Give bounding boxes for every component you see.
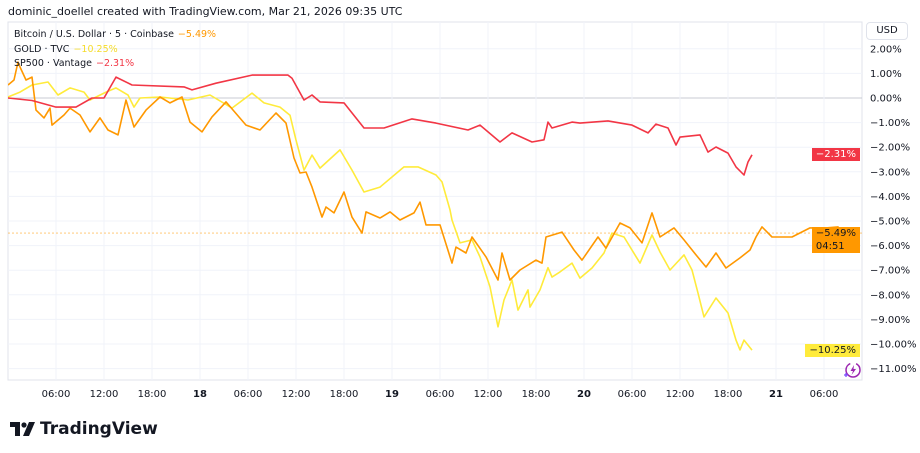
x-tick-label: 12:00 [474,389,503,400]
legend-item-gold[interactable]: GOLD · TVC −10.25% [14,43,216,58]
bitcoin-last-value-label: −5.49% 04:51 [811,226,860,253]
series-lines [8,61,857,351]
x-tick-label: 12:00 [90,389,119,400]
y-tick-label: 0.00% [870,94,902,105]
time-axis[interactable]: 06:00 12:00 18:00 18 06:00 12:00 18:00 19 06:00 1… [42,389,839,400]
legend: Bitcoin / U.S. Dollar · 5 · Coinbase −5.4… [14,28,216,72]
y-tick-label: −6.00% [870,241,910,252]
chart-header: dominic_doellel created with TradingView… [8,5,403,18]
y-tick-label: −3.00% [870,167,910,178]
y-tick-label: −8.00% [870,290,910,301]
tradingview-logo-icon [10,422,35,436]
bar-countdown: 04:51 [815,240,845,252]
x-tick-label: 18:00 [330,389,359,400]
y-tick-label: −9.00% [870,315,910,326]
x-tick-label: 18:00 [138,389,167,400]
legend-series-name: GOLD · TVC [14,43,70,55]
sp500-last-value-label: −2.31% [811,148,860,162]
y-tick-label: −7.00% [870,266,910,277]
x-tick-label: 06:00 [426,389,455,400]
x-tick-label: 21 [769,389,783,400]
y-tick-label: 2.00% [870,44,902,55]
x-tick-label: 12:00 [282,389,311,400]
plot-frame [7,21,863,381]
tradingview-logo[interactable]: TradingView [10,419,158,439]
x-tick-label: 12:00 [666,389,695,400]
x-tick-label: 18:00 [714,389,743,400]
legend-series-name: Bitcoin / U.S. Dollar · 5 · Coinbase [14,29,174,40]
legend-series-value: −10.25% [73,43,118,55]
currency-button[interactable]: USD [866,22,908,40]
legend-series-value: −2.31% [95,58,135,69]
x-tick-label: 06:00 [810,389,839,400]
bitcoin-last-value: −5.49% [815,227,856,239]
lightning-icon[interactable] [843,361,861,379]
series-line-bitcoin [8,61,855,281]
x-tick-label: 06:00 [234,389,263,400]
series-line-gold [8,81,753,351]
y-tick-label: −5.00% [870,217,910,228]
legend-item-sp500[interactable]: SP500 · Vantage −2.31% [14,57,216,72]
y-tick-label: −10.00% [870,340,917,351]
price-axis[interactable]: 2.00% 1.00% 0.00% −1.00% −2.00% −3.00% −4.00% −… [870,44,917,375]
x-tick-label: 18 [193,389,207,400]
series-line-sp500 [8,74,753,176]
legend-series-value: −5.49% [177,29,217,40]
legend-item-bitcoin[interactable]: Bitcoin / U.S. Dollar · 5 · Coinbase −5.4… [14,28,216,43]
y-tick-label: −1.00% [870,118,910,129]
grid [8,22,862,380]
x-tick-label: 20 [577,389,591,400]
x-tick-label: 18:00 [522,389,551,400]
chart-canvas[interactable]: 2.00% 1.00% 0.00% −1.00% −2.00% −3.00% −4.00% −… [0,0,920,410]
x-tick-label: 06:00 [42,389,71,400]
y-tick-label: 1.00% [870,69,902,80]
gold-last-value-label: −10.25% [805,343,860,357]
x-tick-label: 19 [385,389,399,400]
y-tick-label: −11.00% [870,364,917,375]
x-tick-label: 06:00 [618,389,647,400]
y-tick-label: −4.00% [870,192,910,203]
y-tick-label: −2.00% [870,143,910,154]
brand-name: TradingView [40,419,158,439]
legend-series-name: SP500 · Vantage [14,58,92,69]
